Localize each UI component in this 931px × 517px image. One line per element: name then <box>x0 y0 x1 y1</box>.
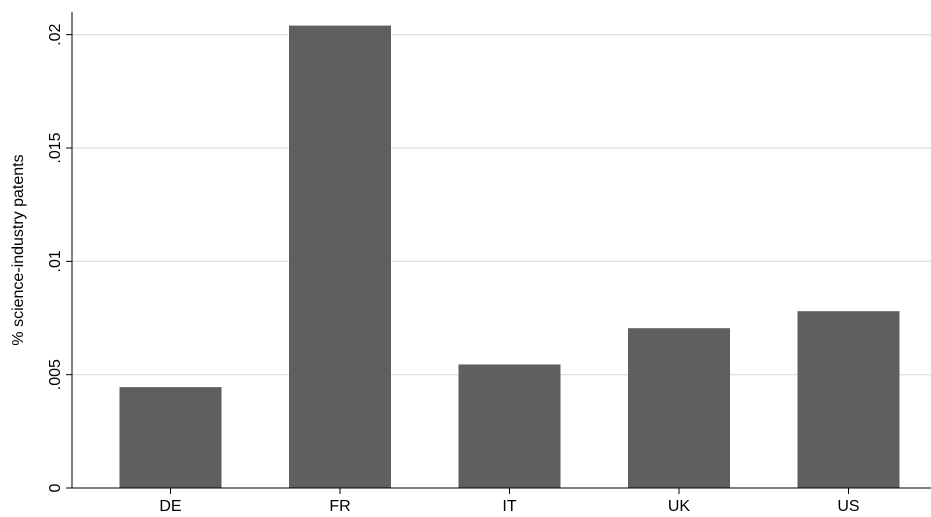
x-tick-label-fr: FR <box>329 498 350 515</box>
y-axis-ticks: 0 .005 .01 .015 .02 <box>47 23 72 492</box>
y-axis-title: % science-industry patents <box>10 154 27 345</box>
axes <box>71 12 931 489</box>
bars <box>119 25 900 488</box>
y-tick-label: 0 <box>47 483 64 492</box>
bar-it <box>458 364 561 488</box>
x-tick-label-uk: UK <box>668 498 691 515</box>
bar-de <box>119 387 222 488</box>
x-tick-label-de: DE <box>159 498 181 515</box>
bar-us <box>797 311 900 488</box>
x-tick-label-us: US <box>837 498 859 515</box>
y-tick-label: .015 <box>47 132 64 163</box>
bar-fr <box>289 25 391 488</box>
bar-uk <box>628 328 730 488</box>
y-tick-label: .02 <box>47 23 64 45</box>
y-tick-label: .01 <box>47 250 64 272</box>
y-tick-label: .005 <box>47 359 64 390</box>
x-axis-ticks: DE FR IT UK US <box>159 488 860 515</box>
x-tick-label-it: IT <box>502 498 516 515</box>
